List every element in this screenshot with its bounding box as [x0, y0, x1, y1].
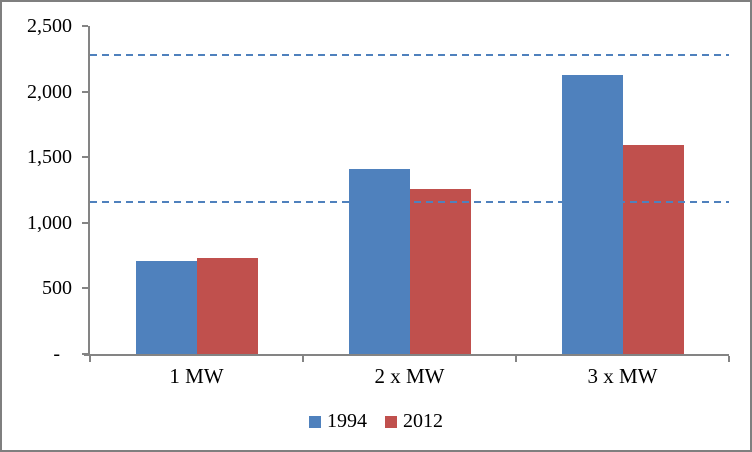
bar-1994-3-x-mw [561, 74, 623, 354]
y-axis-line [88, 26, 90, 356]
y-axis-tick [82, 287, 88, 290]
bar-1994-1-mw [135, 260, 197, 354]
x-axis-tick [89, 356, 91, 362]
x-axis-category-label: 1 MW [169, 364, 224, 388]
legend-swatch-1994 [309, 415, 321, 428]
x-axis-tick [728, 356, 730, 362]
y-axis-tick-label: - [53, 343, 60, 365]
y-axis-tick [82, 156, 88, 159]
y-axis-tick-label: 2,000 [27, 80, 72, 103]
x-axis-tick [302, 356, 304, 362]
y-axis-tick-label: 1,500 [27, 146, 72, 169]
legend-item-1994: 1994 [309, 410, 367, 433]
x-axis-category-label: 2 x MW [374, 364, 445, 388]
bar-1994-2-x-mw [348, 169, 410, 354]
y-axis-tick-label: 500 [42, 277, 72, 300]
x-axis-line [84, 354, 729, 356]
y-axis-tick-label: 1,000 [27, 211, 72, 234]
reference-line-upper [90, 53, 729, 56]
legend-label: 2012 [403, 410, 443, 432]
legend-item-2012: 2012 [385, 410, 443, 433]
y-axis-tick [82, 25, 88, 27]
y-axis-tick-label: 2,500 [27, 15, 72, 37]
y-axis-tick [82, 90, 88, 93]
legend-swatch-2012 [385, 415, 397, 428]
legend: 1994 2012 [2, 410, 750, 433]
x-axis-tick [515, 356, 517, 362]
y-axis-tick [82, 221, 88, 224]
bar-2012-3-x-mw [622, 145, 684, 354]
legend-label: 1994 [327, 410, 367, 432]
bar-2012-1-mw [196, 258, 258, 354]
reference-line-lower [90, 200, 729, 203]
x-axis-category-label: 3 x MW [587, 364, 658, 388]
y-axis-tick [82, 353, 88, 355]
bar-2012-2-x-mw [409, 188, 471, 354]
